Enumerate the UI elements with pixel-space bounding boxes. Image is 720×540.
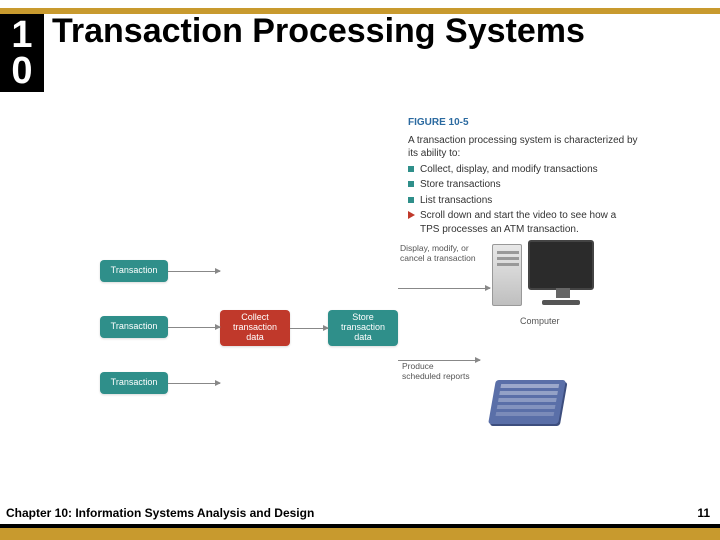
computer-label-text: Computer	[520, 316, 560, 326]
figure-caption-block: FIGURE 10-5 A transaction processing sys…	[408, 116, 638, 238]
chapter-number-tab: 1 0	[0, 14, 44, 92]
footer-page-number: 11	[697, 506, 710, 520]
store-node: Store transaction data	[328, 310, 398, 346]
figure-bullet-text: Collect, display, and modify transaction…	[420, 164, 598, 175]
node-label: Transaction	[111, 266, 158, 276]
slide-footer: Chapter 10: Information Systems Analysis…	[0, 508, 720, 540]
monitor-icon	[528, 240, 594, 290]
computer-icon	[492, 238, 602, 318]
figure-bullet: Store transactions	[408, 178, 638, 192]
monitor-base-icon	[542, 300, 580, 305]
figure-bullet-text: List transactions	[420, 195, 492, 206]
node-label: Transaction	[111, 322, 158, 332]
arrow	[168, 271, 220, 272]
figure-bullet-list: Collect, display, and modify transaction…	[408, 163, 638, 237]
figure-label: FIGURE 10-5	[408, 116, 638, 130]
slide-title: Transaction Processing Systems	[52, 12, 585, 51]
tps-diagram: Transaction Transaction Transaction Coll…	[100, 230, 660, 460]
arrow-label-text: Produce scheduled reports	[402, 361, 470, 381]
transaction-node: Transaction	[100, 316, 168, 338]
figure-bullet-text: Store transactions	[420, 179, 501, 190]
node-label: Collect transaction data	[224, 313, 286, 343]
node-label: Transaction	[111, 378, 158, 388]
report-notebook-icon	[488, 380, 566, 424]
tower-icon	[492, 244, 522, 306]
chapter-digit-1: 1	[0, 16, 44, 54]
collect-node: Collect transaction data	[220, 310, 290, 346]
footer-chapter-text: Chapter 10: Information Systems Analysis…	[6, 506, 314, 520]
chapter-digit-2: 0	[0, 52, 44, 90]
transaction-node: Transaction	[100, 260, 168, 282]
footer-gold-bar	[0, 528, 720, 540]
transaction-node: Transaction	[100, 372, 168, 394]
figure-bullet: Collect, display, and modify transaction…	[408, 163, 638, 177]
arrow	[168, 327, 220, 328]
arrow	[168, 383, 220, 384]
figure-bullet: List transactions	[408, 194, 638, 208]
node-label: Store transaction data	[332, 313, 394, 343]
arrow-label-text: Display, modify, or cancel a transaction	[400, 243, 476, 263]
arrow-label-display: Display, modify, or cancel a transaction	[400, 244, 480, 264]
figure-lead-text: A transaction processing system is chara…	[408, 134, 638, 161]
arrow	[398, 288, 490, 289]
arrow	[290, 328, 328, 329]
computer-label: Computer	[520, 316, 560, 326]
arrow-label-produce: Produce scheduled reports	[402, 362, 472, 382]
